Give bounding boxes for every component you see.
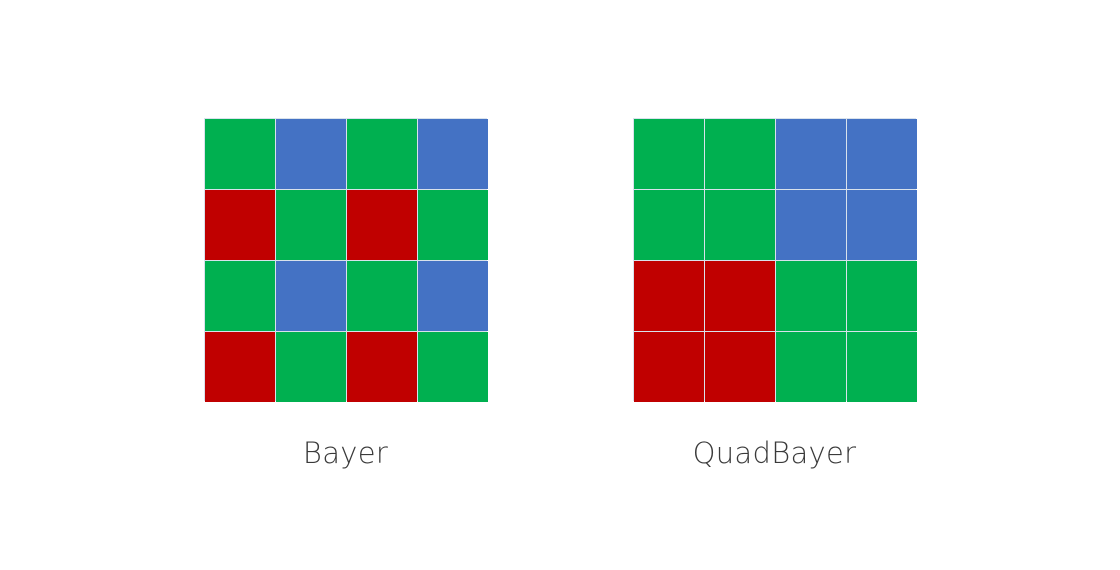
quadbayer-grid bbox=[633, 118, 917, 402]
green-filter-cell bbox=[418, 332, 488, 402]
green-filter-cell bbox=[276, 190, 346, 260]
blue-filter-cell bbox=[418, 119, 488, 189]
red-filter-cell bbox=[205, 332, 275, 402]
green-filter-cell bbox=[347, 261, 417, 331]
red-filter-cell bbox=[634, 261, 704, 331]
green-filter-cell bbox=[705, 119, 775, 189]
red-filter-cell bbox=[705, 332, 775, 402]
red-filter-cell bbox=[705, 261, 775, 331]
bayer-grid bbox=[204, 118, 488, 402]
blue-filter-cell bbox=[276, 261, 346, 331]
green-filter-cell bbox=[418, 190, 488, 260]
blue-filter-cell bbox=[776, 190, 846, 260]
green-filter-cell bbox=[705, 190, 775, 260]
red-filter-cell bbox=[347, 190, 417, 260]
blue-filter-cell bbox=[276, 119, 346, 189]
bayer-pattern bbox=[204, 118, 488, 402]
green-filter-cell bbox=[776, 261, 846, 331]
green-filter-cell bbox=[205, 119, 275, 189]
green-filter-cell bbox=[276, 332, 346, 402]
quadbayer-pattern bbox=[633, 118, 917, 402]
blue-filter-cell bbox=[847, 119, 917, 189]
red-filter-cell bbox=[634, 332, 704, 402]
green-filter-cell bbox=[205, 261, 275, 331]
red-filter-cell bbox=[347, 332, 417, 402]
bayer-caption: Bayer bbox=[302, 436, 389, 470]
quadbayer-caption: QuadBayer bbox=[692, 436, 857, 470]
red-filter-cell bbox=[205, 190, 275, 260]
green-filter-cell bbox=[847, 332, 917, 402]
green-filter-cell bbox=[776, 332, 846, 402]
green-filter-cell bbox=[634, 190, 704, 260]
blue-filter-cell bbox=[776, 119, 846, 189]
blue-filter-cell bbox=[418, 261, 488, 331]
blue-filter-cell bbox=[847, 190, 917, 260]
green-filter-cell bbox=[847, 261, 917, 331]
green-filter-cell bbox=[347, 119, 417, 189]
green-filter-cell bbox=[634, 119, 704, 189]
